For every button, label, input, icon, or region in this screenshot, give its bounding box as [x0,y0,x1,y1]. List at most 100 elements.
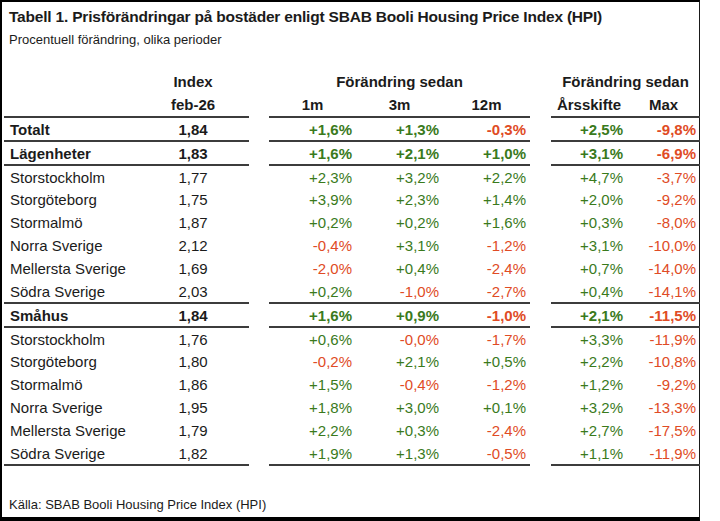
hpi-table: Index Förändring sedan Förändring sedan … [4,69,700,466]
change-value: +4,7% [551,165,627,188]
column-gap [249,350,269,373]
figure-subtitle: Procentuell förändring, olika perioder [2,31,699,48]
column-gap [530,211,551,234]
column-gap [530,396,551,419]
table-figure: Tabell 1. Prisförändringar på bostäder e… [0,0,700,521]
column-gap [249,373,269,396]
column-gap [249,141,269,165]
column-gap [530,257,551,280]
index-value: 1,76 [137,327,249,350]
column-gap [249,188,269,211]
change-value: +0,9% [356,303,443,327]
change-value: -1,0% [443,303,530,327]
change-value: -11,5% [627,303,700,327]
change-value: +2,0% [551,188,627,211]
column-gap [530,165,551,188]
change-value: +0,3% [551,211,627,234]
index-value: 1,69 [137,257,249,280]
change-value: -0,4% [269,234,356,257]
change-value: +0,5% [443,350,530,373]
change-value: +1,5% [269,373,356,396]
table-body: Totalt1,84+1,6%+1,3%-0,3%+2,5%-9,8%Lägen… [4,117,700,465]
change-value: +1,9% [269,442,356,465]
row-label: Stormalmö [4,211,137,234]
change-value: +0,6% [269,327,356,350]
header-col-12m: 12m [443,93,530,117]
index-value: 1,84 [137,117,249,141]
change-value: +2,2% [269,419,356,442]
index-value: 1,87 [137,211,249,234]
column-gap [249,280,269,303]
change-value: +0,4% [551,280,627,303]
column-gap [249,69,269,93]
change-value: -17,5% [627,419,700,442]
change-value: +3,1% [551,234,627,257]
index-value: 1,82 [137,442,249,465]
row-label: Lägenheter [4,141,137,165]
column-gap [249,93,269,117]
table-row: Storgöteborg1,75+3,9%+2,3%+1,4%+2,0%-9,2… [4,188,700,211]
header-change-group-1: Förändring sedan [269,69,530,93]
change-value: +2,3% [269,165,356,188]
source-note: Källa: SBAB Booli Housing Price Index (H… [9,497,266,513]
column-gap [530,69,551,93]
change-value: -1,0% [356,280,443,303]
column-gap [530,350,551,373]
index-value: 1,83 [137,141,249,165]
change-value: +3,0% [356,396,443,419]
change-value: +2,1% [356,141,443,165]
change-value: +0,2% [269,211,356,234]
column-gap [530,117,551,141]
change-value: +1,6% [443,211,530,234]
column-gap [530,419,551,442]
index-value: 1,86 [137,373,249,396]
column-gap [530,327,551,350]
column-gap [530,234,551,257]
change-value: -2,0% [269,257,356,280]
column-gap [530,303,551,327]
change-value: -10,0% [627,234,700,257]
table-row: Storstockholm1,76+0,6%-0,0%-1,7%+3,3%-11… [4,327,700,350]
table-row: Storstockholm1,77+2,3%+3,2%+2,2%+4,7%-3,… [4,165,700,188]
header-col-3m: 3m [356,93,443,117]
change-value: +0,2% [356,211,443,234]
row-label: Norra Sverige [4,234,137,257]
column-gap [249,165,269,188]
row-label: Småhus [4,303,137,327]
table-row: Totalt1,84+1,6%+1,3%-0,3%+2,5%-9,8% [4,117,700,141]
table-row: Stormalmö1,87+0,2%+0,2%+1,6%+0,3%-8,0% [4,211,700,234]
change-value: -1,2% [443,373,530,396]
row-label: Mellersta Sverige [4,419,137,442]
change-value: +3,1% [551,141,627,165]
table-row: Norra Sverige1,95+1,8%+3,0%+0,1%+3,2%-13… [4,396,700,419]
header-index-period: feb-26 [137,93,249,117]
row-label: Södra Sverige [4,442,137,465]
column-gap [530,93,551,117]
index-value: 1,75 [137,188,249,211]
figure-title: Tabell 1. Prisförändringar på bostäder e… [2,7,699,27]
column-gap [249,211,269,234]
header-col-1m: 1m [269,93,356,117]
table-row: Storgöteborg1,80-0,2%+2,1%+0,5%+2,2%-10,… [4,350,700,373]
change-value: -9,2% [627,373,700,396]
table-row: Stormalmö1,86+1,5%-0,4%-1,2%+1,2%-9,2% [4,373,700,396]
column-gap [249,396,269,419]
row-label: Storstockholm [4,327,137,350]
table-row: Lägenheter1,83+1,6%+2,1%+1,0%+3,1%-6,9% [4,141,700,165]
change-value: +3,2% [356,165,443,188]
column-gap [249,234,269,257]
change-value: +2,2% [443,165,530,188]
header-index-label: Index [137,69,249,93]
change-value: -13,3% [627,396,700,419]
row-label: Storgöteborg [4,188,137,211]
change-value: -0,2% [269,350,356,373]
change-value: +2,2% [551,350,627,373]
header-spacer [4,69,137,93]
change-value: -3,7% [627,165,700,188]
change-value: +3,3% [551,327,627,350]
change-value: +3,1% [356,234,443,257]
index-value: 1,77 [137,165,249,188]
row-label: Norra Sverige [4,396,137,419]
change-value: +1,8% [269,396,356,419]
change-value: -0,4% [356,373,443,396]
